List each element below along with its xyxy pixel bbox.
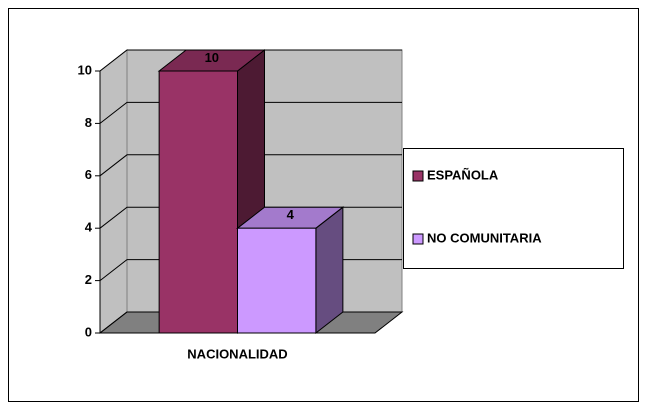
grid-line <box>99 49 402 72</box>
bar <box>236 206 345 335</box>
y-tick-label: 6 <box>85 167 92 182</box>
y-tick-label: 4 <box>85 220 93 235</box>
legend-label: ESPAÑOLA <box>427 167 499 182</box>
bar-front <box>158 70 238 334</box>
legend <box>403 148 624 269</box>
data-label: 10 <box>205 50 219 65</box>
legend-swatch <box>412 233 424 245</box>
y-tick-label: 2 <box>85 272 92 287</box>
y-tick-label: 10 <box>78 62 92 77</box>
y-tick-label: 0 <box>85 324 92 339</box>
legend-label: NO COMUNITARIA <box>427 230 542 245</box>
legend-swatch <box>412 170 424 182</box>
bar-side <box>315 206 344 335</box>
bar-front <box>237 227 317 334</box>
grid-line <box>99 154 402 177</box>
x-tick-label: NACIONALIDAD <box>187 346 287 361</box>
grid-line <box>99 101 402 124</box>
side-wall <box>99 48 128 335</box>
data-label: 4 <box>287 207 295 222</box>
y-tick-label: 8 <box>85 115 92 130</box>
